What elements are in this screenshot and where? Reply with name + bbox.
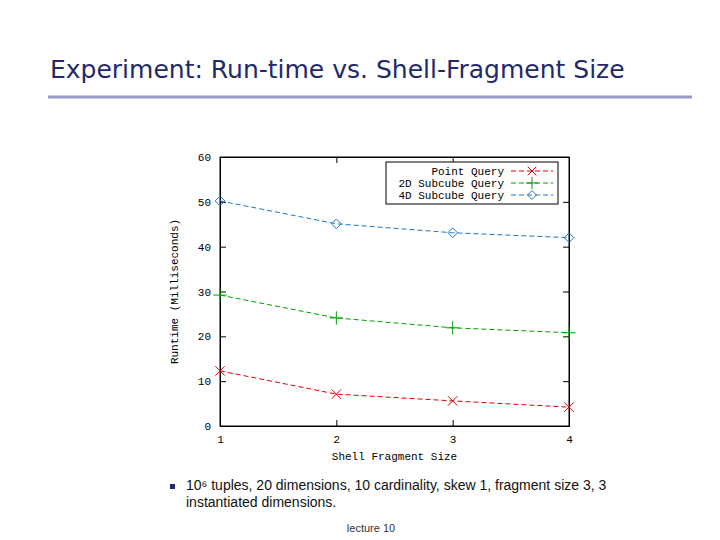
tick-label: 20 (198, 331, 211, 343)
tick: 20 (198, 331, 226, 343)
x-axis-mirror-line (221, 157, 570, 158)
series-marker (562, 326, 575, 339)
series-marker (215, 196, 225, 206)
y-axis-title: Runtime (Milliseconds) (169, 219, 181, 364)
legend-marker (528, 167, 537, 176)
tick: 0 (204, 421, 226, 433)
legend-marker (526, 177, 538, 189)
series-marker (448, 396, 457, 405)
tick: 3 (450, 420, 457, 446)
tick-mark (563, 292, 569, 293)
series-marker (330, 311, 343, 324)
plot-area (213, 196, 575, 412)
tick-mark (563, 381, 569, 382)
series-marker (215, 366, 224, 375)
series-line (220, 371, 569, 407)
tick (563, 157, 569, 158)
tick (563, 247, 569, 248)
tick-label: 2 (334, 434, 341, 446)
slide: Experiment: Run-time vs. Shell-Fragment … (0, 0, 720, 540)
title-rule (48, 96, 692, 99)
tick-mark (220, 381, 226, 382)
tick-label: 1 (217, 434, 224, 446)
tick-mark (220, 292, 226, 293)
tick-mark (220, 336, 226, 337)
tick-label: 0 (204, 421, 211, 433)
tick-label: 30 (198, 287, 211, 299)
legend-box (386, 162, 558, 204)
tick-mark (563, 336, 569, 337)
tick-label: 60 (198, 152, 211, 164)
tick (563, 381, 569, 382)
series-marker (564, 233, 574, 243)
tick-mark (563, 202, 569, 203)
tick-mark (336, 157, 337, 163)
tick (336, 157, 337, 163)
tick: 60 (198, 152, 226, 164)
series-marker (446, 321, 459, 334)
tick-label: 4 (566, 434, 573, 446)
tick-mark (336, 420, 337, 426)
tick-mark (220, 247, 226, 248)
legend-label: 4D Subcube Query (398, 190, 504, 202)
plot-frame (220, 157, 569, 426)
tick (563, 292, 569, 293)
tick: 40 (198, 242, 226, 254)
tick-mark (220, 157, 226, 158)
bullet-text: 10⁶ tuples, 20 dimensions, 10 cardinalit… (186, 477, 611, 511)
tick (563, 336, 569, 337)
series-line (220, 201, 569, 238)
tick (563, 202, 569, 203)
series-marker (564, 402, 573, 411)
tick-label: 50 (198, 197, 211, 209)
tick-label: 40 (198, 242, 211, 254)
legend-label: 2D Subcube Query (398, 178, 504, 190)
x-axis-line (221, 426, 570, 427)
tick: 30 (198, 287, 226, 299)
footer: lecture 10 (347, 522, 395, 534)
tick-mark (563, 247, 569, 248)
tick-mark (563, 426, 569, 427)
series-marker (213, 288, 226, 301)
bullet (170, 484, 175, 489)
tick: 50 (198, 197, 226, 209)
tick: 2 (334, 420, 341, 446)
y-axis-mirror-line (569, 158, 570, 427)
tick-label: 10 (198, 376, 211, 388)
series-marker (448, 228, 458, 238)
series-marker (331, 219, 341, 229)
tick (563, 426, 569, 427)
tick-mark (453, 420, 454, 426)
legend-label: Point Query (431, 166, 504, 178)
legend-swatch (511, 195, 553, 196)
y-axis: 0 10 20 30 40 50 60 (198, 152, 226, 433)
slide-title: Experiment: Run-time vs. Shell-Fragment … (50, 55, 625, 84)
series-marker (332, 389, 341, 398)
y-axis-mirror (563, 158, 570, 427)
tick: 10 (198, 376, 226, 388)
legend-marker (528, 191, 537, 200)
tick-mark (563, 157, 569, 158)
x-axis: 1 2 3 4 (217, 420, 573, 446)
series-line (220, 295, 569, 333)
tick-label: 3 (450, 434, 457, 446)
x-axis-title: Shell Fragment Size (332, 451, 457, 463)
legend: Point Query2D Subcube Query4D Subcube Qu… (386, 162, 558, 204)
tick-mark (220, 426, 226, 427)
